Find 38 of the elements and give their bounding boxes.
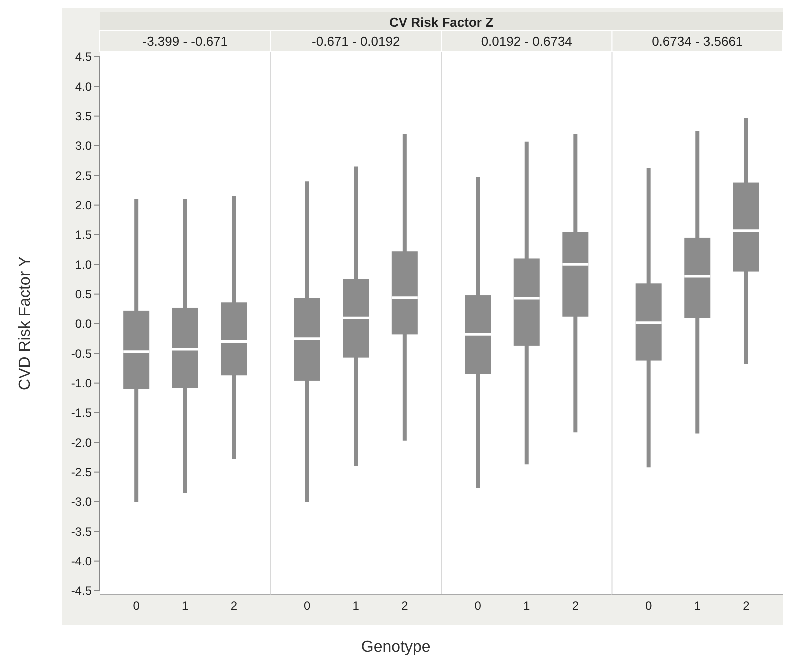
x-tick-label: 0 [474,599,482,613]
x-axis-title: Genotype [361,639,431,656]
y-tick-label: 0.0 [75,317,92,332]
y-tick-label: 0.5 [75,288,92,302]
x-tick-label: 1 [524,599,531,613]
chart-title: 0.6734 - 3.5661 [652,34,744,49]
y-tick-label: 1.5 [75,228,92,242]
y-tick-label: -2.0 [71,436,92,450]
x-tick-label: 1 [352,599,360,613]
x-tick-label: 2 [230,599,238,613]
y-tick-label: -4.5 [71,584,92,598]
y-tick-label: 4.0 [75,80,92,94]
y-tick-label: -1.0 [71,376,92,391]
y-tick-label: -4.0 [71,554,92,569]
y-tick-label: -0.5 [71,346,92,361]
y-tick-label: -3.5 [71,524,92,539]
x-tick-label: 0 [304,599,311,613]
chart-title: 0.0192 - 0.6734 [481,34,572,49]
x-tick-label: 2 [743,599,750,613]
y-tick-label: -2.5 [71,466,92,480]
x-tick-label: 2 [402,599,409,613]
y-tick-label: 3.0 [75,139,92,154]
chart-title: -3.399 - -0.671 [142,34,228,49]
y-tick-label: 2.0 [75,198,92,213]
x-tick-label: 1 [694,599,702,613]
text: CV Risk Factor Z [389,15,494,30]
y-tick-label: -1.5 [71,406,92,420]
y-tick-label: -3.0 [71,495,92,510]
y-tick-label: 3.5 [75,110,92,124]
x-tick-label: 0 [645,599,652,613]
y-tick-label: 1.0 [75,258,92,272]
y-tick-label: 4.5 [75,50,92,64]
x-tick-label: 2 [572,599,580,613]
y-tick-label: 2.5 [75,168,92,183]
chart-title: -0.671 - 0.0192 [312,34,400,49]
x-tick-label: 0 [133,599,140,613]
y-axis-title: CVD Risk Factor Y [17,256,34,390]
x-tick-label: 1 [182,599,190,613]
